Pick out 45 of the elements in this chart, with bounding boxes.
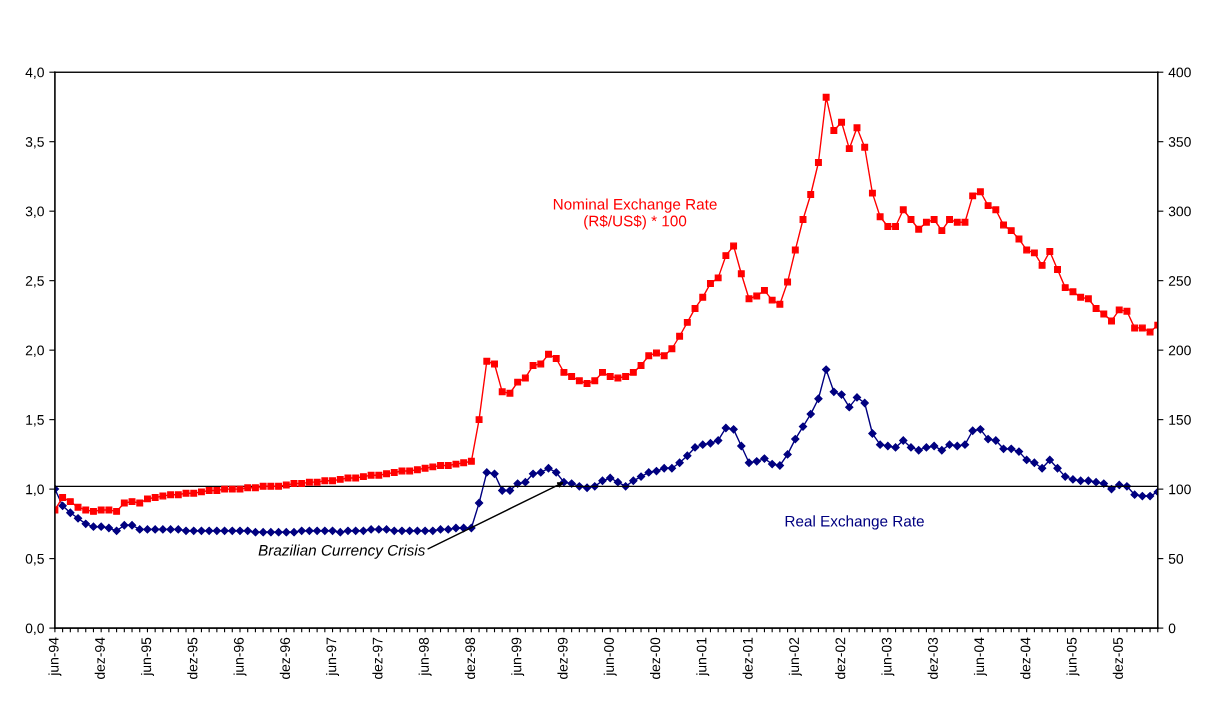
- x-tick-label: jun-01: [696, 637, 710, 677]
- x-tick-label: dez-94: [94, 637, 105, 679]
- y-tick-label: 0,5: [25, 553, 44, 566]
- y2-tick-label: 300: [1168, 206, 1191, 217]
- y-tick-label: 3,5: [25, 137, 44, 149]
- x-tick-label: jun-96: [233, 637, 247, 677]
- y-tick-label: 1,0: [26, 484, 44, 496]
- x-tick-label: dez-01: [742, 637, 753, 679]
- x-tick-label: jun-95: [140, 637, 154, 677]
- y2-tick-label: 250: [1168, 276, 1191, 286]
- x-tick-label: dez-98: [464, 637, 476, 679]
- x-tick-label: jun-05: [1066, 637, 1080, 677]
- y2-tick-label: 100: [1169, 484, 1191, 495]
- series-label: Nominal Exchange Rate (R$/US$) * 100: [553, 198, 717, 230]
- y2-tick-label: 400: [1168, 67, 1191, 78]
- x-tick-label: jun-00: [603, 637, 617, 677]
- y-tick-label: 0,0: [25, 623, 44, 635]
- x-tick-label: dez-95: [187, 637, 198, 679]
- y-tick-label: 4,0: [25, 67, 44, 80]
- x-tick-label: jun-04: [973, 637, 987, 677]
- x-tick-label: jun-99: [511, 637, 525, 677]
- y-tick-label: 2,5: [25, 276, 44, 288]
- x-tick-label: jun-02: [788, 637, 802, 677]
- x-tick-label: jun-98: [418, 637, 432, 677]
- y2-tick-label: 200: [1168, 345, 1191, 356]
- x-tick-label: jun-03: [881, 637, 895, 677]
- x-tick-label: dez-96: [279, 637, 290, 679]
- y-tick-label: 2,0: [25, 345, 44, 357]
- y-tick-label: 1,5: [26, 415, 44, 427]
- y2-tick-label: 350: [1168, 137, 1191, 147]
- x-tick-label: dez-00: [650, 637, 661, 679]
- text: Real Exchange Rate: [785, 515, 924, 530]
- y-tick-label: 3,0: [25, 206, 44, 218]
- x-tick-label: jun-97: [326, 637, 340, 677]
- x-tick-label: dez-99: [557, 637, 568, 679]
- x-tick-label: dez-97: [372, 637, 383, 679]
- y2-tick-label: 50: [1168, 553, 1184, 564]
- y2-tick-label: 0: [1168, 623, 1176, 634]
- x-tick-label: jun-94: [48, 637, 62, 677]
- annotation: Brazilian Currency Crisis: [258, 544, 426, 559]
- x-tick-label: dez-02: [835, 637, 846, 679]
- x-tick-label: dez-05: [1112, 637, 1123, 679]
- x-tick-label: dez-03: [927, 637, 938, 679]
- x-tick-label: dez-04: [1020, 637, 1031, 679]
- y2-tick-label: 150: [1169, 414, 1191, 425]
